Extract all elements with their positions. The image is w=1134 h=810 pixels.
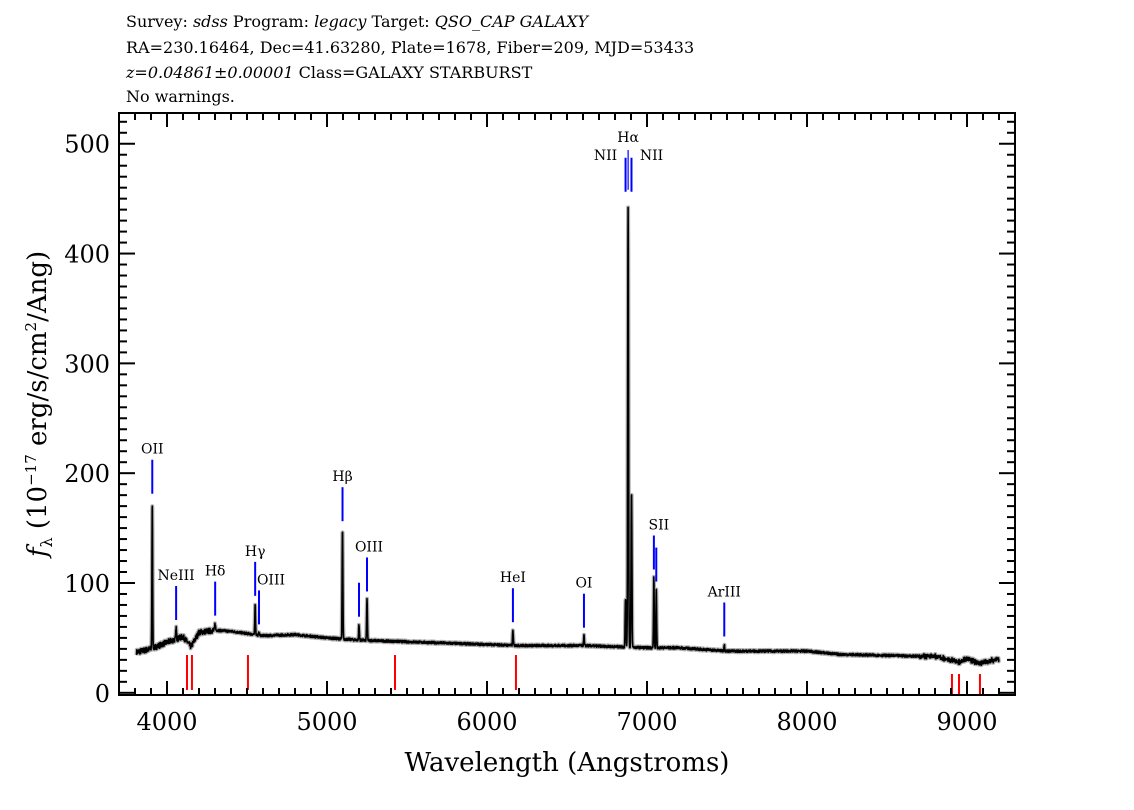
spectrum-line <box>135 206 1000 667</box>
x-tick-label: 6000 <box>456 708 517 736</box>
redshift-value: z=0.04861±0.00001 <box>126 63 294 82</box>
emission-label-oiii: OIII <box>257 572 285 588</box>
y-axis-title: fλ (10−17 erg/s/cm2/Ang) <box>22 251 56 559</box>
emission-label-hγ: Hγ <box>245 544 266 560</box>
emission-label-hα: Hα <box>617 130 639 146</box>
class-value: Class=GALAXY STARBURST <box>298 63 533 82</box>
emission-label-hβ: Hβ <box>332 469 352 485</box>
emission-label-nii: NII <box>594 148 617 164</box>
target-value: QSO_CAP GALAXY <box>434 12 589 31</box>
emission-label-ariii: ArIII <box>707 584 741 600</box>
x-tick-label: 7000 <box>616 708 677 736</box>
x-tick-label: 9000 <box>936 708 997 736</box>
x-axis-title: Wavelength (Angstroms) <box>405 748 730 778</box>
header-line-warnings: No warnings. <box>126 87 235 106</box>
y-tick-label: 0 <box>95 680 110 708</box>
survey-value: sdss <box>192 12 228 31</box>
survey-label: Survey: <box>126 12 188 31</box>
emission-label-oi: OI <box>575 576 592 592</box>
emission-label-nii: NII <box>640 148 663 164</box>
y-tick-label: 500 <box>64 131 110 159</box>
emission-label-oii: OII <box>141 442 164 458</box>
x-tick-label: 8000 <box>776 708 837 736</box>
header-line-coordinates: RA=230.16464, Dec=41.63280, Plate=1678, … <box>126 38 695 57</box>
target-label: Target: <box>371 12 430 31</box>
y-tick-label: 200 <box>64 460 110 488</box>
y-tick-label: 400 <box>64 241 110 269</box>
program-label: Program: <box>232 12 309 31</box>
y-axis-title-text: fλ (10−17 erg/s/cm2/Ang) <box>22 251 56 559</box>
x-tick-label: 4000 <box>136 708 197 736</box>
y-tick-label: 300 <box>64 350 110 378</box>
emission-label-sii: SII <box>649 518 670 534</box>
emission-label-neiii: NeIII <box>158 568 195 584</box>
program-value: legacy <box>314 12 367 31</box>
emission-label-hδ: Hδ <box>205 564 226 580</box>
y-tick-label: 100 <box>64 570 110 598</box>
header-line-survey: Survey: sdss Program: legacy Target: QSO… <box>126 11 588 33</box>
x-tick-label: 5000 <box>296 708 357 736</box>
emission-label-oiii: OIII <box>355 539 383 555</box>
emission-label-hei: HeI <box>500 570 526 586</box>
header-line-redshift: z=0.04861±0.00001 Class=GALAXY STARBURST <box>126 62 532 84</box>
error-band <box>134 205 1001 668</box>
